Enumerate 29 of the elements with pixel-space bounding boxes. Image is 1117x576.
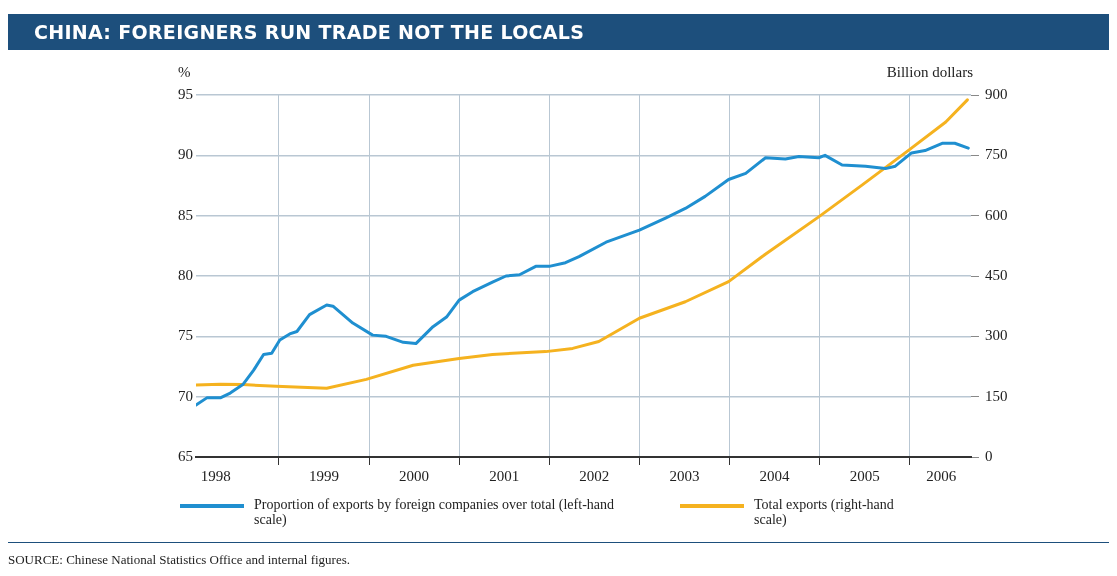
- y2-tick-label: 150: [985, 387, 1008, 404]
- y2-tick-label: 450: [985, 266, 1008, 283]
- source-note: SOURCE: Chinese National Statistics Office and internal figures.: [8, 552, 351, 568]
- chart-title: CHINA: FOREIGNERS RUN TRADE NOT THE LOCALS: [8, 14, 1109, 50]
- x-tick-label: 2004: [759, 467, 791, 484]
- legend-label: Total exports (right-hand scale): [754, 497, 895, 527]
- x-tick-label: 1998: [200, 467, 231, 484]
- y-tick-label: 80: [178, 266, 193, 283]
- legend-label: Proportion of exports by foreign companies over total (left-hand scale): [254, 497, 615, 527]
- y2-tick-label: 900: [985, 85, 1008, 102]
- y-tick-label: 85: [178, 206, 193, 223]
- y2-tick-label: 0: [985, 447, 993, 464]
- x-tick-label: 2005: [849, 467, 880, 484]
- x-tick-label: 2000: [399, 467, 430, 484]
- y-tick-label: 65: [178, 447, 193, 464]
- x-tick-label: 2001: [489, 467, 520, 484]
- y-tick-label: 90: [178, 146, 193, 163]
- x-tick-label: 2003: [669, 467, 700, 484]
- y-axis-title: %: [178, 64, 191, 81]
- y-tick-label: 95: [178, 85, 193, 102]
- y-tick-label: 70: [178, 387, 193, 404]
- y-tick-label: 75: [178, 327, 193, 344]
- y2-axis-title: Billion dollars: [886, 64, 974, 81]
- x-tick-label: 2006: [926, 467, 957, 484]
- y2-tick-label: 600: [985, 206, 1008, 223]
- x-tick-label: 2002: [579, 467, 610, 484]
- y2-tick-label: 750: [985, 146, 1008, 163]
- x-tick-label: 1999: [308, 467, 339, 484]
- y2-tick-label: 300: [985, 327, 1008, 344]
